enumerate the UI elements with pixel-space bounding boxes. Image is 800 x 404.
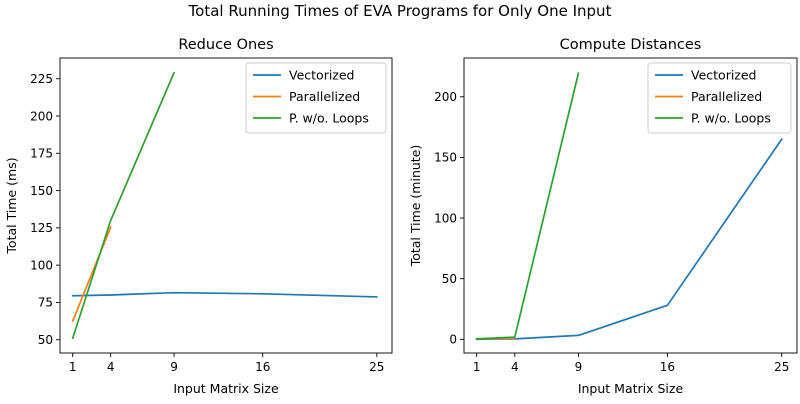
- legend: Vectorized Parallelized P. w/o. Loops: [647, 62, 792, 134]
- legend-label: P. w/o. Loops: [289, 111, 369, 126]
- series-line-vectorized: [71, 291, 378, 298]
- y-tick-label: 125: [30, 221, 53, 235]
- series-line-parallelized: [71, 225, 112, 323]
- legend-box: [245, 62, 387, 134]
- x-tick-label: 9: [575, 360, 583, 374]
- y-tick-label: 75: [38, 296, 53, 310]
- y-tick-label: 150: [434, 151, 457, 165]
- x-tick-label: 9: [170, 360, 178, 374]
- y-tick-label: 0: [449, 333, 457, 347]
- x-tick-label: 1: [69, 360, 77, 374]
- x-tick-label: 16: [255, 360, 270, 374]
- chart-reduce-ones: Reduce Ones 1 4 9 16 25 50 75 100 125 150 175 200 225…: [4, 37, 393, 396]
- series-line-p-w-o-loops: [71, 71, 176, 340]
- y-tick-label: 200: [434, 90, 457, 104]
- y-tick-label: 100: [30, 258, 53, 272]
- x-axis-label: Input Matrix Size: [173, 381, 279, 396]
- legend-label: Vectorized: [691, 68, 757, 83]
- x-tick-label: 16: [660, 360, 675, 374]
- plot-frame: [463, 57, 798, 354]
- plot-title: Reduce Ones: [178, 37, 273, 53]
- legend-label: Parallelized: [289, 89, 360, 104]
- figure-suptitle: Total Running Times of EVA Programs for …: [188, 2, 612, 20]
- x-tick-label: 4: [107, 360, 115, 374]
- x-tick-label: 1: [473, 360, 481, 374]
- legend-label: P. w/o. Loops: [691, 111, 771, 126]
- x-tick-label: 25: [774, 360, 789, 374]
- x-tick-label: 25: [369, 360, 384, 374]
- y-tick-label: 50: [38, 333, 53, 347]
- y-axis-label: Total Time (minute): [408, 145, 423, 268]
- legend-box: [647, 62, 792, 134]
- chart-compute-distances: Compute Distances 1 4 9 16 25 0 50 100 150 200 Inpu…: [408, 37, 798, 396]
- y-tick-label: 100: [434, 211, 457, 225]
- y-axis-label: Total Time (ms): [4, 157, 19, 254]
- series-line-vectorized: [475, 138, 783, 341]
- plot-frame: [59, 57, 393, 354]
- legend: Vectorized Parallelized P. w/o. Loops: [245, 62, 387, 134]
- legend-label: Parallelized: [691, 89, 762, 104]
- series-line-p-w-o-loops: [475, 72, 580, 340]
- y-tick-label: 150: [30, 184, 53, 198]
- y-tick-label: 200: [30, 109, 53, 123]
- legend-label: Vectorized: [289, 68, 355, 83]
- x-axis-label: Input Matrix Size: [578, 381, 684, 396]
- plot-title: Compute Distances: [560, 37, 702, 53]
- y-tick-label: 225: [30, 72, 53, 86]
- y-tick-label: 50: [442, 272, 457, 286]
- y-tick-label: 175: [30, 147, 53, 161]
- x-tick-label: 4: [511, 360, 519, 374]
